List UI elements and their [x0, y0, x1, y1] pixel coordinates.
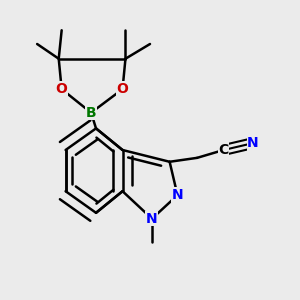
Text: N: N	[247, 136, 259, 150]
Text: O: O	[117, 82, 128, 96]
Text: B: B	[86, 106, 96, 120]
Text: N: N	[146, 212, 158, 226]
Text: C: C	[218, 143, 229, 157]
Text: O: O	[56, 82, 68, 96]
Text: N: N	[172, 188, 183, 202]
